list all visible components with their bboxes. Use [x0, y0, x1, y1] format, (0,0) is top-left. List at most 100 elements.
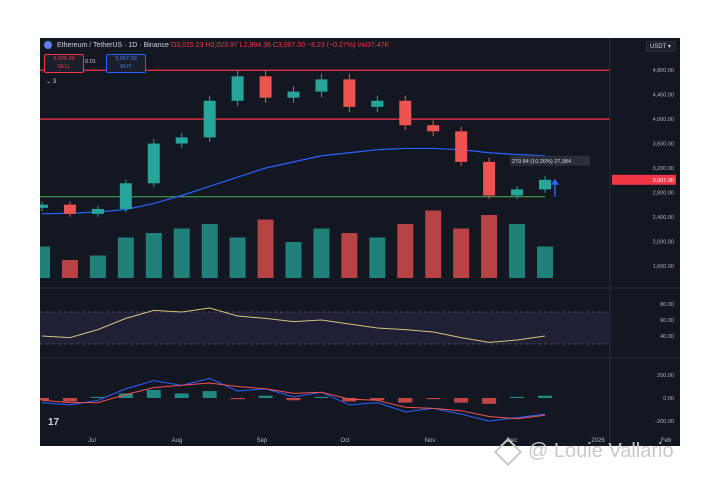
x-tick-label: 2026: [591, 438, 605, 444]
candle-body: [315, 79, 328, 92]
buy-button[interactable]: 3,007.00 BUY: [106, 54, 146, 73]
candle-body: [343, 79, 356, 107]
macd-histogram-bar: [202, 391, 217, 398]
macd-histogram-bar: [454, 398, 469, 403]
measure-label: 279.84 (10.26%) 27,984: [512, 159, 571, 165]
candle-body: [63, 204, 76, 214]
candle-body: [259, 76, 272, 98]
macd-histogram-bar: [146, 389, 161, 398]
macd-histogram-bar: [426, 398, 441, 400]
x-tick-label: Nov: [425, 438, 436, 444]
volume-bar: [537, 246, 553, 278]
macd-histogram-bar: [510, 396, 525, 398]
volume-bar: [173, 228, 190, 278]
volume-bar: [341, 233, 358, 278]
volume-bar: [145, 233, 162, 278]
currency-select[interactable]: USDT ▾: [646, 41, 676, 52]
price-tick-label: 4,400.00: [653, 93, 674, 99]
price-tick-label: 3,600.00: [653, 142, 674, 148]
rsi-band: [40, 312, 610, 344]
price-tick-label: 4,000.00: [653, 117, 674, 123]
price-tick-label: 2,800.00: [653, 190, 674, 196]
macd-histogram-bar: [258, 395, 273, 398]
x-tick-label: Dec: [507, 438, 518, 444]
candle-body: [175, 137, 188, 144]
macd-histogram-bar: [370, 398, 385, 401]
macd-histogram-bar: [62, 398, 77, 402]
macd-histogram-bar: [40, 398, 49, 401]
candle-body: [427, 125, 440, 132]
indicators-toggle[interactable]: ⌄ 3: [46, 79, 57, 85]
y-axis: 4,800.00 4,400.00 4,000.00 3,600.00 3,200.00…: [40, 38, 680, 446]
current-price-tag: [612, 174, 676, 185]
volume-bar: [453, 228, 470, 278]
macd-histogram-bar: [342, 398, 357, 402]
candle-body: [455, 131, 468, 162]
macd-line: [41, 377, 546, 422]
candle-body: [119, 183, 132, 209]
volume-bar: [201, 224, 218, 278]
measure-label-box: [510, 155, 590, 166]
measure-arrowhead: [551, 178, 559, 185]
x-axis: Jul Aug Sep Oct Nov Dec 2026 Feb: [88, 438, 672, 444]
volume-bar: [397, 224, 414, 278]
candle-body: [203, 100, 216, 138]
current-price-label: 3,007.00: [653, 178, 674, 184]
rsi-pane: [40, 307, 610, 345]
candle-body: [231, 76, 244, 101]
candle-body: [399, 100, 412, 126]
macd-histogram-bar: [482, 398, 497, 404]
ohlc-values: O3,015.23 H3,023.97 L2,984.36 C3,007.00 …: [170, 41, 390, 49]
macd-tick-label: 0.00: [663, 396, 674, 402]
price-pane: 279.84 (10.26%) 27,984: [40, 69, 610, 278]
volume-bar: [257, 219, 274, 278]
symbol-title: Ethereum / TetherUS · 1D · Binance: [56, 41, 169, 49]
macd-histogram-bar: [398, 398, 413, 403]
candle-body: [371, 100, 384, 107]
volume-bar: [509, 224, 526, 278]
candle-body: [91, 208, 104, 214]
macd-histogram-bar: [230, 398, 245, 400]
symbol-header[interactable]: Ethereum / TetherUS · 1D · Binance O3,01…: [44, 41, 389, 49]
volume-bar: [481, 215, 498, 278]
x-tick-label: Jul: [88, 438, 96, 444]
chart-frame[interactable]: 279.84 (10.26%) 27,984 4,800.00 4,400.00 4…: [40, 38, 680, 446]
macd-pane: [40, 377, 552, 422]
x-tick-label: Sep: [257, 438, 268, 444]
candle-body: [287, 91, 300, 98]
volume-bar: [285, 242, 302, 278]
volume-bar: [369, 237, 386, 278]
macd-tick-label: 200.00: [657, 373, 674, 379]
volume-bar: [229, 237, 246, 278]
volume-bar: [61, 260, 78, 278]
x-tick-label: Oct: [340, 438, 350, 444]
ethereum-icon: [44, 41, 52, 49]
x-tick-label: Aug: [172, 438, 183, 444]
currency-label: USDT: [650, 44, 667, 50]
volume-bar: [89, 255, 106, 278]
x-tick-label: Feb: [661, 438, 672, 444]
sell-price: 3,006.99: [53, 56, 75, 62]
candle-body: [539, 179, 551, 190]
ma-200-line: [41, 147, 546, 215]
candle-body: [40, 204, 48, 208]
price-tick-label: 4,800.00: [653, 68, 674, 74]
sell-button[interactable]: 3,006.99 SELL: [44, 54, 84, 73]
macd-histogram-bar: [314, 396, 329, 398]
candle-body: [483, 161, 496, 196]
volume-bar: [40, 246, 50, 278]
tradingview-logo: 17: [48, 417, 60, 428]
price-tick-label: 2,000.00: [653, 239, 674, 245]
price-tick-label: 2,400.00: [653, 215, 674, 221]
chart-canvas[interactable]: 279.84 (10.26%) 27,984 4,800.004,400.004…: [40, 38, 680, 446]
sell-label: SELL: [57, 64, 71, 70]
volume-bar: [313, 228, 330, 278]
rsi-tick-label: 80.00: [660, 302, 674, 308]
macd-histogram-bar: [90, 396, 105, 398]
rsi-line: [41, 307, 546, 343]
price-tick-label: 3,200.00: [653, 166, 674, 172]
volume-bar: [425, 210, 442, 278]
candle-body: [147, 143, 160, 184]
macd-histogram-bar: [174, 393, 189, 398]
macd-histogram-bar: [286, 398, 301, 401]
